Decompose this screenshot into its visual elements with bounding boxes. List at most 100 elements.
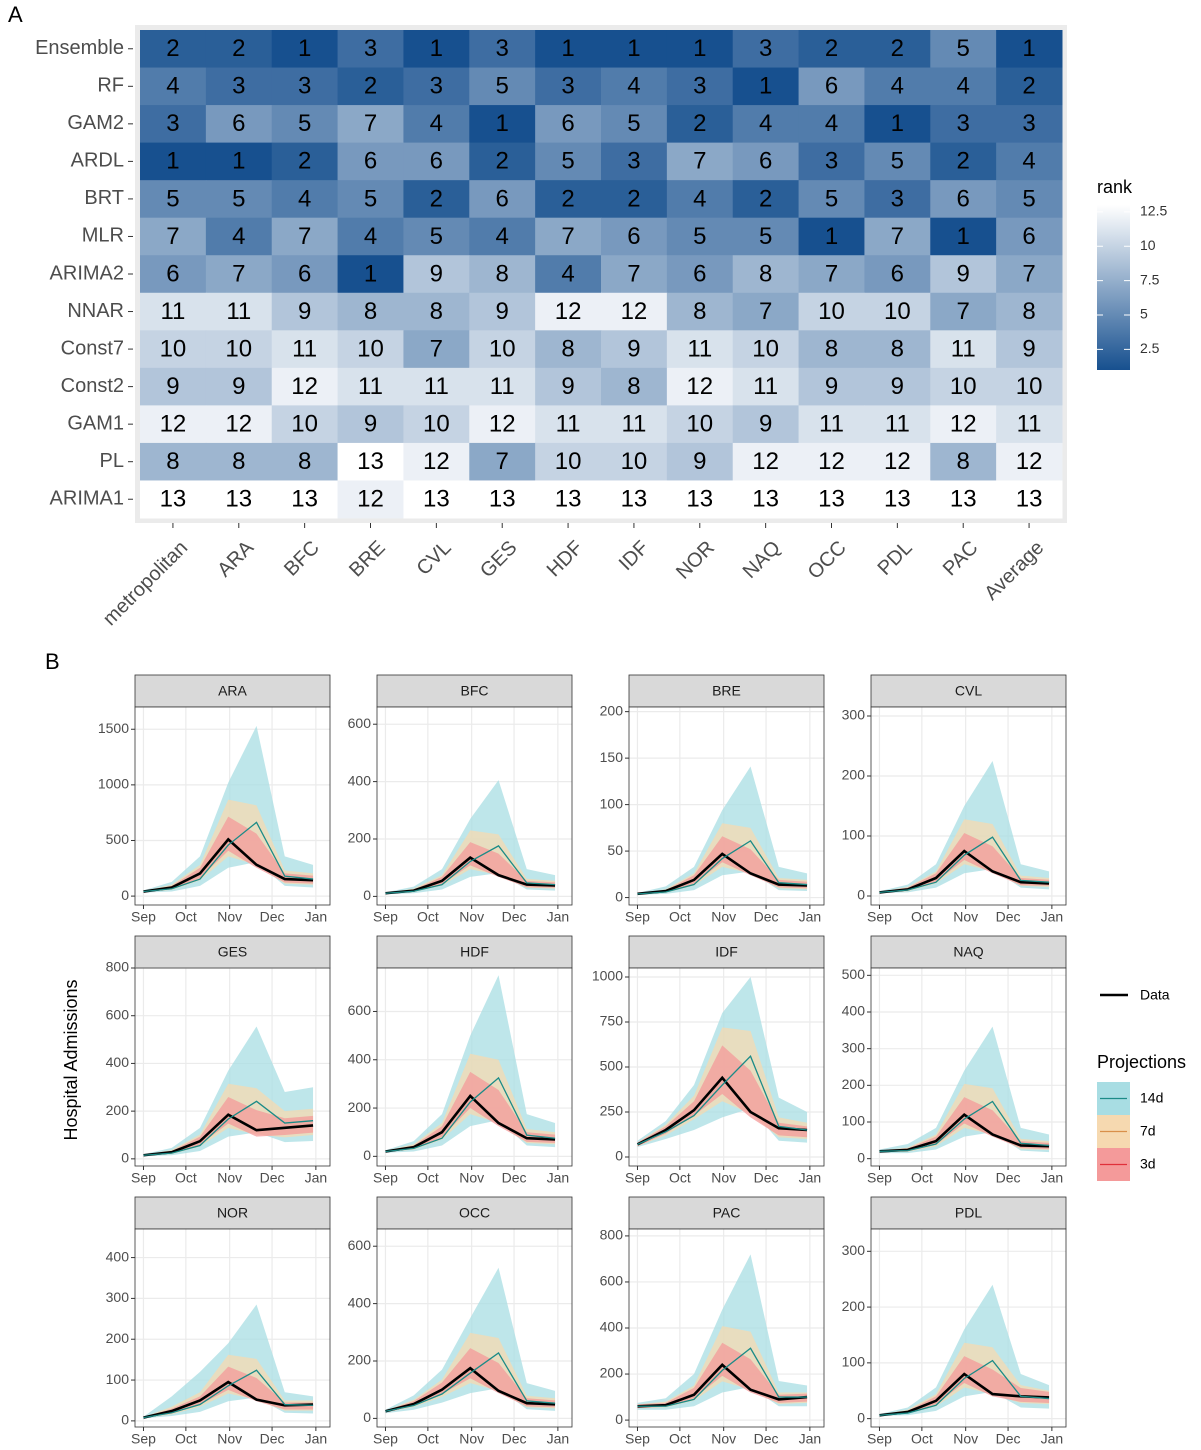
x-tick-label: Oct	[417, 1431, 439, 1447]
cell-label: 3	[693, 73, 706, 100]
heat-cell	[337, 367, 404, 406]
legend-label: 14d	[1140, 1090, 1163, 1106]
cell-label: 13	[423, 486, 450, 513]
cell-label: 4	[364, 223, 377, 250]
row-label: ARIMA2	[50, 262, 124, 284]
cell-label: 3	[364, 35, 377, 62]
heat-cell	[535, 292, 602, 331]
ribbon	[879, 1356, 1050, 1416]
cell-label: 13	[555, 486, 582, 513]
y-tick-label: 50	[607, 842, 623, 858]
heat-cell	[403, 292, 470, 331]
cell-label: 8	[627, 373, 640, 400]
x-tick-label: Oct	[911, 1170, 933, 1186]
cell-label: 5	[1022, 185, 1035, 212]
data-line	[636, 1075, 808, 1146]
cell-label: 3	[232, 73, 245, 100]
data-line	[637, 852, 808, 896]
y-tick-label: 0	[857, 887, 865, 903]
x-tick-label: Jan	[547, 1170, 570, 1186]
y-tick-label: 150	[600, 749, 624, 765]
cell-label: 2	[693, 110, 706, 137]
heat-cell	[996, 30, 1063, 69]
y-tick-label: 200	[600, 702, 624, 718]
heat-cell	[271, 292, 339, 331]
heat-cell	[601, 105, 668, 144]
cell-label: 3	[957, 110, 970, 137]
cell-label: 4	[298, 185, 311, 212]
strip	[134, 1196, 331, 1230]
y-tick-label: 200	[842, 1076, 866, 1092]
heat-cell	[732, 30, 800, 69]
heat-cell	[205, 330, 273, 369]
heat-cell	[732, 292, 800, 331]
y-tick-label: 200	[600, 1365, 624, 1381]
cell-label: 13	[489, 486, 516, 513]
panel-title: PDL	[955, 1205, 982, 1221]
y-tick-label: 0	[121, 1150, 129, 1166]
panel-title: IDF	[715, 944, 738, 960]
y-tick-label: 0	[615, 1411, 623, 1427]
x-tick-label: Oct	[669, 1431, 691, 1447]
row-label: PL	[100, 450, 124, 472]
y-tick-label: 100	[842, 827, 866, 843]
cell-label: 11	[226, 298, 251, 325]
y-tick-label: 1500	[98, 720, 129, 736]
cell-label: 11	[490, 373, 515, 400]
colorbar-label: 2.5	[1140, 340, 1160, 356]
heat-cell	[271, 217, 339, 256]
heat-cell	[337, 142, 404, 181]
heat-cell	[798, 405, 865, 444]
heat-cell	[666, 180, 734, 219]
legend-label: 7d	[1140, 1123, 1156, 1139]
panel-title: BFC	[461, 683, 489, 699]
cell-label: 6	[496, 185, 509, 212]
cell-label: 1	[496, 110, 509, 137]
y-tick-label: 400	[348, 1050, 372, 1066]
heat-cell	[469, 255, 536, 294]
cell-label: 9	[1022, 335, 1035, 362]
y-tick-label: 1000	[98, 776, 129, 792]
cell-label: 6	[627, 223, 640, 250]
y-tick-label: 100	[600, 795, 624, 811]
heat-cell	[140, 292, 207, 331]
y-tick-label: 100	[842, 1113, 866, 1129]
column-label: metropolitan	[99, 537, 192, 630]
cell-label: 9	[891, 373, 904, 400]
heat-cell	[140, 67, 207, 106]
x-tick-label: Nov	[711, 1170, 736, 1186]
column-label: HDF	[543, 537, 588, 582]
heat-cell	[403, 255, 470, 294]
x-tick-label: Sep	[625, 1431, 650, 1447]
cell-label: 3	[298, 73, 311, 100]
x-tick-label: Jan	[1041, 909, 1064, 925]
column-label: OCC	[804, 537, 851, 584]
x-tick-label: Dec	[260, 909, 285, 925]
panel-border	[134, 1228, 331, 1428]
cell-label: 8	[561, 335, 574, 362]
heat-cell	[798, 142, 865, 181]
heat-cell	[535, 67, 602, 106]
cell-label: 12	[884, 448, 911, 475]
cell-label: 9	[364, 410, 377, 437]
cell-label: 6	[232, 110, 245, 137]
strip	[628, 1196, 825, 1230]
cell-label: 8	[825, 335, 838, 362]
cell-label: 9	[759, 410, 772, 437]
heat-cell	[732, 105, 800, 144]
heat-cell	[864, 330, 931, 369]
cell-label: 6	[693, 260, 706, 287]
x-tick-label: Sep	[131, 1170, 156, 1186]
heat-cell	[469, 142, 536, 181]
cell-label: 2	[232, 35, 245, 62]
heat-cell	[666, 30, 734, 69]
heat-cell	[469, 330, 536, 369]
cell-label: 4	[232, 223, 245, 250]
column-label: PAC	[939, 537, 983, 581]
strip	[134, 935, 331, 969]
heat-cell	[864, 255, 931, 294]
heat-cell	[140, 142, 207, 181]
row-label: BRT	[84, 187, 124, 209]
heat-cell	[601, 292, 668, 331]
cell-label: 1	[364, 260, 377, 287]
